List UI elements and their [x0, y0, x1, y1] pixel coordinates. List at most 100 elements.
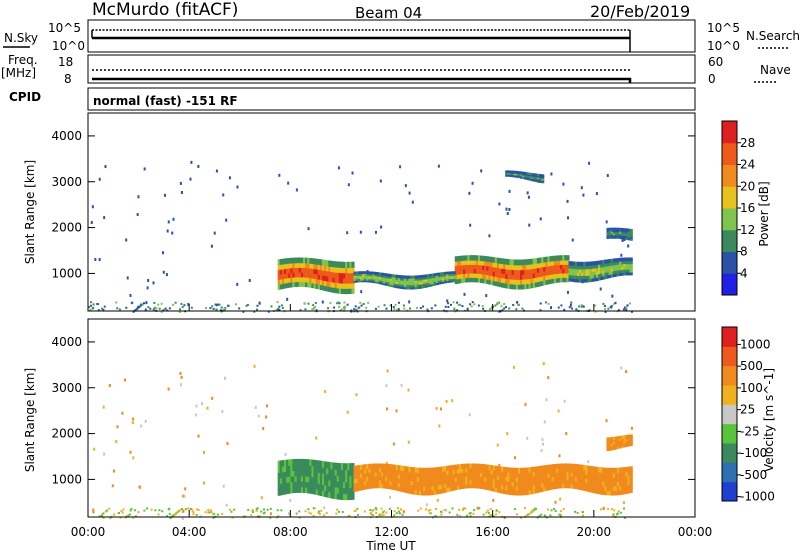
data-cell: [551, 273, 555, 279]
data-cell-scatter: [580, 186, 583, 190]
data-cell-speckle: [523, 506, 526, 509]
data-cell-speckle: [444, 305, 447, 308]
data-cell-speckle: [314, 301, 317, 304]
data-cell: [539, 487, 543, 493]
data-cell: [404, 479, 408, 485]
data-cell-speckle: [374, 307, 377, 310]
data-cell: [330, 281, 334, 288]
data-cell-speckle: [337, 510, 340, 513]
data-cell-speckle: [600, 508, 603, 511]
data-cell: [383, 475, 387, 481]
data-cell: [610, 485, 614, 492]
data-cell-scatter: [102, 405, 105, 409]
data-cell: [296, 281, 300, 287]
data-cell: [480, 475, 484, 481]
data-cell: [294, 475, 298, 482]
data-cell: [332, 271, 336, 278]
data-cell: [292, 475, 296, 483]
data-cell: [361, 272, 366, 276]
data-cell: [374, 271, 378, 275]
data-cell: [421, 283, 425, 287]
data-cell: [551, 480, 555, 486]
data-cell: [345, 463, 349, 471]
data-cell: [593, 475, 597, 481]
data-cell: [541, 271, 545, 277]
data-cell: [414, 476, 418, 482]
data-cell: [612, 446, 616, 450]
data-cell: [326, 265, 330, 272]
data-cell-speckle: [158, 307, 161, 310]
data-cell: [562, 255, 566, 261]
data-cell: [366, 271, 370, 274]
data-cell: [568, 267, 572, 272]
data-cell-speckle: [487, 512, 490, 515]
data-cell: [517, 264, 522, 271]
data-cell: [410, 277, 414, 281]
data-cell: [353, 486, 357, 492]
data-cell: [511, 485, 515, 491]
data-cell: [558, 483, 562, 489]
data-cell-speckle: [341, 511, 344, 514]
data-cell: [526, 172, 530, 175]
data-cell: [566, 479, 570, 485]
colorbar-segment: [722, 346, 737, 367]
data-cell: [378, 279, 382, 283]
data-cell: [313, 282, 317, 289]
data-cell: [507, 467, 511, 473]
data-cell: [368, 467, 372, 473]
data-cell: [614, 472, 619, 478]
data-cell: [448, 465, 452, 471]
data-cell-scatter: [347, 183, 350, 187]
data-cell-speckle: [314, 305, 317, 308]
data-cell: [530, 467, 534, 473]
data-cell-speckle: [560, 510, 563, 513]
data-cell: [431, 476, 435, 482]
colorbar-tick-label: 24: [740, 158, 755, 172]
data-cell: [541, 178, 545, 181]
data-cell: [480, 467, 484, 473]
data-cell-speckle: [275, 308, 278, 311]
data-cell-speckle: [371, 514, 374, 517]
data-cell: [627, 475, 631, 481]
data-cell-scatter: [286, 297, 289, 301]
data-cell: [608, 481, 612, 487]
data-cell: [393, 476, 397, 483]
data-cell: [623, 257, 627, 262]
data-cell: [627, 470, 631, 477]
data-cell: [414, 286, 418, 290]
data-cell: [612, 481, 616, 487]
data-cell-speckle: [105, 509, 108, 512]
data-cell-scatter: [542, 362, 545, 366]
data-cell: [336, 480, 340, 488]
data-cell-scatter: [104, 165, 107, 169]
data-cell: [629, 483, 633, 489]
data-cell: [473, 255, 477, 261]
data-cell: [353, 273, 357, 276]
data-cell: [324, 484, 328, 492]
data-cell: [349, 463, 353, 471]
data-cell-scatter: [445, 399, 448, 403]
data-cell: [361, 276, 366, 279]
data-cell: [627, 443, 631, 447]
data-cell: [602, 275, 606, 280]
data-cell: [494, 486, 498, 493]
data-cell: [570, 483, 574, 489]
data-cell: [492, 270, 496, 277]
data-cell-speckle: [127, 514, 130, 517]
data-cell-speckle: [397, 510, 400, 513]
data-cell-scatter: [571, 238, 574, 242]
data-cell: [541, 473, 545, 480]
data-cell-speckle: [549, 514, 552, 517]
data-cell-scatter: [620, 366, 623, 370]
ytick-label: 1000: [51, 472, 82, 486]
data-cell: [351, 480, 355, 488]
data-cell: [496, 262, 500, 269]
data-cell: [553, 479, 557, 486]
data-cell: [492, 280, 496, 286]
data-cell-speckle: [628, 302, 631, 305]
data-cell-scatter: [260, 496, 263, 500]
data-cell-speckle: [622, 308, 625, 311]
data-cell-scatter: [625, 308, 628, 312]
data-cell: [629, 228, 633, 232]
data-cell: [623, 471, 627, 477]
